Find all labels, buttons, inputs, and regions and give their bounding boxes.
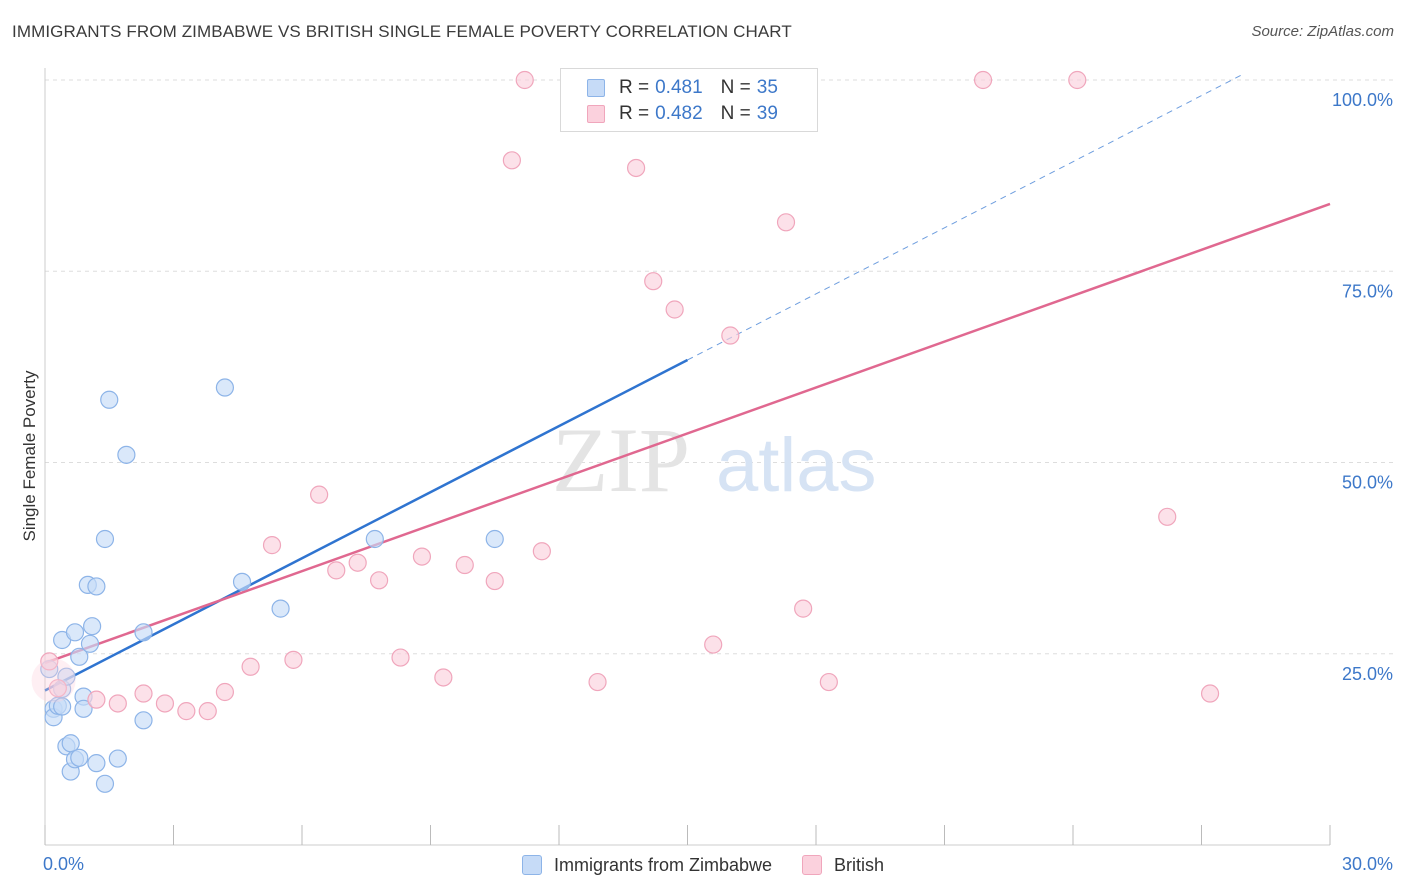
legend-item-zimbabwe: Immigrants from Zimbabwe — [521, 854, 773, 876]
british-point — [87, 690, 106, 709]
british-point — [48, 679, 67, 698]
watermark-atlas: atlas — [716, 423, 877, 508]
zimbabwe-point — [232, 572, 252, 591]
tick-labels: 25.0% 50.0% 75.0% 100.0% 0.0% 30.0% — [43, 90, 1393, 874]
british-point — [588, 672, 607, 692]
british-point — [455, 555, 474, 575]
zimbabwe-point — [74, 699, 93, 718]
british-point — [973, 70, 993, 90]
zimbabwe-point — [271, 599, 290, 618]
legend-label-british: British — [834, 854, 885, 875]
british-point — [155, 694, 175, 713]
british-point — [485, 571, 504, 591]
stats-legend: R = 0.481 N = 35 R = 0.482 N = 39 — [560, 68, 818, 132]
british-point — [284, 650, 303, 669]
british-point — [262, 536, 282, 555]
zimbabwe-point — [70, 647, 89, 666]
british-point — [502, 151, 521, 170]
series-legend: Immigrants from Zimbabwe British — [0, 852, 1406, 878]
british-point — [704, 635, 723, 654]
british-point — [776, 213, 796, 232]
british-point — [215, 682, 234, 702]
r-value: 0.482 — [655, 103, 703, 124]
british-point — [665, 300, 684, 319]
zimbabwe-point — [80, 634, 100, 653]
zimbabwe-point — [87, 577, 106, 596]
british-point — [794, 599, 813, 618]
y-tick-label: 50.0% — [1342, 473, 1393, 493]
zimbabwe-point — [215, 378, 234, 397]
zimbabwe-point — [485, 529, 504, 549]
zimbabwe-point — [87, 754, 106, 773]
zimbabwe-point — [70, 748, 89, 767]
british-cluster — [31, 658, 76, 703]
british-point — [370, 571, 389, 590]
n-label: N = — [720, 103, 751, 124]
zimbabwe-point — [83, 617, 102, 636]
british-point — [310, 485, 329, 504]
zimbabwe-legend-swatch — [521, 855, 542, 875]
british-point — [40, 652, 59, 671]
british-point — [134, 684, 153, 703]
zimbabwe-trendline-extension — [687, 73, 1245, 361]
data-points — [31, 70, 1220, 793]
n-value: 35 — [756, 77, 778, 98]
british-point — [1158, 507, 1177, 526]
watermark: ZIP atlas — [552, 409, 877, 511]
legend-label-zimbabwe: Immigrants from Zimbabwe — [553, 854, 773, 875]
chart-source: Source: ZipAtlas.com — [1251, 23, 1394, 40]
trendlines — [44, 73, 1331, 692]
british-point — [1068, 70, 1087, 90]
british-point — [434, 668, 453, 687]
british-point — [1200, 684, 1220, 703]
zimbabwe-point — [134, 623, 153, 642]
zimbabwe-point — [134, 711, 153, 730]
zimbabwe-point — [108, 749, 127, 768]
stats-row-british: R = 0.482 N = 39 — [587, 102, 778, 126]
legend-item-british: British — [802, 855, 884, 876]
r-value: 0.481 — [655, 77, 703, 98]
y-tick-label: 100.0% — [1332, 90, 1393, 110]
british-point — [348, 553, 367, 572]
british-point — [721, 326, 740, 345]
british-trendline — [44, 202, 1331, 665]
grid-lines — [45, 79, 1395, 655]
british-legend-swatch — [802, 855, 823, 875]
british-point — [241, 657, 260, 676]
watermark-zip: ZIP — [552, 409, 690, 511]
zimbabwe-point — [65, 623, 85, 642]
british-point — [198, 702, 217, 721]
british-point — [391, 648, 410, 667]
zimbabwe-point — [95, 774, 115, 793]
british-point — [532, 542, 551, 561]
british-point — [177, 702, 196, 721]
y-axis-label: Single Female Poverty — [20, 370, 39, 542]
british-point — [644, 272, 663, 291]
british-point — [412, 547, 432, 566]
british-point — [626, 158, 646, 178]
british-swatch — [587, 105, 605, 123]
r-label: R = — [619, 103, 650, 124]
x-tick-label: 0.0% — [43, 854, 84, 874]
stats-row-zimbabwe: R = 0.481 N = 35 — [587, 76, 778, 100]
british-point — [819, 672, 838, 692]
y-tick-label: 75.0% — [1342, 281, 1393, 301]
zimbabwe-point — [100, 390, 119, 409]
british-point — [327, 561, 346, 580]
zimbabwe-point — [95, 529, 115, 549]
zimbabwe-point — [365, 529, 384, 549]
zimbabwe-point — [117, 445, 136, 464]
n-label: N = — [720, 77, 751, 98]
chart-title: IMMIGRANTS FROM ZIMBABWE VS BRITISH SING… — [12, 22, 792, 41]
british-point — [108, 694, 127, 713]
zimbabwe-swatch — [587, 79, 605, 97]
british-point — [515, 70, 534, 90]
y-tick-label: 25.0% — [1342, 664, 1393, 684]
x-tick-label: 30.0% — [1342, 854, 1393, 874]
n-value: 39 — [756, 103, 778, 124]
r-label: R = — [619, 77, 650, 98]
